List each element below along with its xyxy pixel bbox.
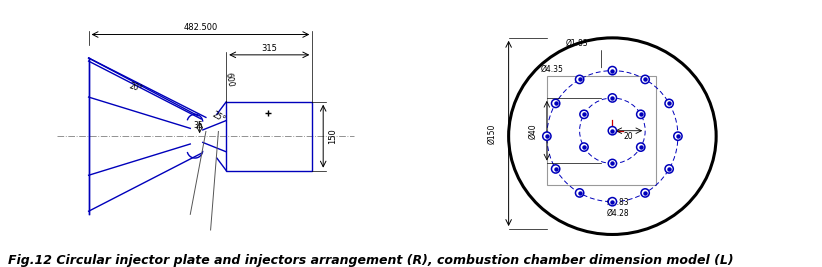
Circle shape: [575, 189, 584, 197]
Circle shape: [580, 143, 589, 151]
Text: 150: 150: [328, 128, 337, 144]
Text: 25°: 25°: [210, 109, 227, 124]
Circle shape: [580, 110, 589, 119]
Text: Ø4.35: Ø4.35: [541, 65, 564, 74]
Text: 482.500: 482.500: [183, 23, 218, 32]
Circle shape: [608, 198, 616, 206]
Circle shape: [608, 66, 616, 75]
Text: Ø150: Ø150: [487, 124, 496, 144]
Text: 20: 20: [624, 132, 634, 142]
Text: 35: 35: [193, 121, 203, 129]
Circle shape: [641, 75, 649, 84]
Circle shape: [674, 132, 682, 140]
Text: 20°: 20°: [127, 82, 143, 94]
Circle shape: [608, 94, 616, 102]
Text: Ø1.83: Ø1.83: [566, 39, 589, 48]
Circle shape: [575, 75, 584, 84]
Circle shape: [636, 143, 645, 151]
Circle shape: [641, 189, 649, 197]
Text: Ø40: Ø40: [529, 123, 537, 139]
Text: 315: 315: [261, 44, 277, 53]
Text: Ø4.28: Ø4.28: [607, 209, 629, 218]
Circle shape: [552, 165, 560, 173]
Circle shape: [665, 99, 673, 108]
Circle shape: [543, 132, 551, 140]
Circle shape: [608, 159, 616, 168]
Text: Fig.12 Circular injector plate and injectors arrangement (R), combustion chamber: Fig.12 Circular injector plate and injec…: [8, 254, 734, 267]
Text: 600: 600: [223, 72, 234, 88]
Circle shape: [552, 99, 560, 108]
Circle shape: [608, 127, 616, 135]
Circle shape: [665, 165, 673, 173]
Text: Ø1.83: Ø1.83: [607, 198, 629, 207]
Circle shape: [636, 110, 645, 119]
